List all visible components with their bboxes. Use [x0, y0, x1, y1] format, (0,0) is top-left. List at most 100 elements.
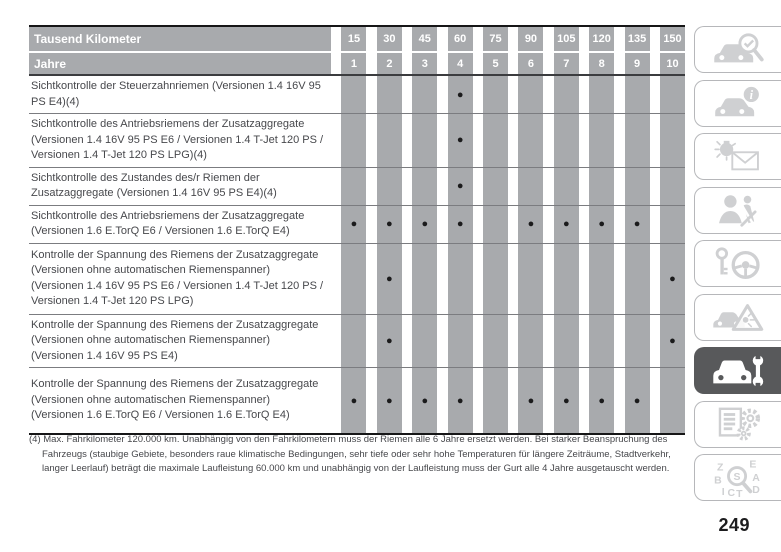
km-value: 90: [518, 27, 544, 51]
km-value: 105: [553, 27, 579, 51]
tab-service-maintenance[interactable]: [694, 347, 781, 394]
interval-cell: [589, 243, 615, 314]
interval-cell: [624, 76, 650, 113]
tab-dashboard-info[interactable]: i: [694, 79, 781, 127]
interval-cell: [412, 114, 438, 167]
interval-cell: [660, 167, 685, 205]
interval-cell: [660, 114, 685, 167]
interval-cell: [518, 167, 544, 205]
svg-text:I: I: [722, 487, 725, 498]
table-row: Sichtkontrolle der Steuerzahnriemen (Ver…: [29, 76, 685, 114]
interval-cell: [483, 167, 509, 205]
interval-cell: ●: [341, 205, 367, 243]
interval-cell: [447, 314, 473, 367]
interval-cell: ●: [412, 368, 438, 433]
table-header: Tausend Kilometer 15 30 45 60 75 90 105 …: [29, 27, 685, 76]
car-magnifier-icon: [709, 31, 767, 69]
interval-cell: [518, 114, 544, 167]
svg-text:A: A: [752, 472, 760, 483]
svg-text:i: i: [750, 88, 754, 102]
task-label: Kontrolle der Spannung des Riemens der Z…: [29, 243, 332, 314]
task-label: Sichtkontrolle des Zustandes des/r Rieme…: [29, 167, 332, 205]
table-row: Kontrolle der Spannung des Riemens der Z…: [29, 314, 685, 368]
interval-cell: [412, 314, 438, 367]
document-gears-icon: [709, 405, 767, 443]
svg-text:D: D: [752, 485, 760, 496]
interval-cell: [341, 76, 367, 113]
interval-cell: ●: [376, 243, 402, 314]
car-wrench-icon: [709, 352, 767, 390]
interval-cell: [589, 76, 615, 113]
km-value: 150: [660, 27, 685, 51]
car-warning-triangle-icon: [709, 298, 767, 336]
interval-cell: ●: [589, 368, 615, 433]
year-value: 1: [341, 53, 367, 74]
interval-cell: ●: [660, 243, 685, 314]
interval-cell: [518, 243, 544, 314]
task-label: Sichtkontrolle des Antriebsriemens der Z…: [29, 114, 332, 167]
km-value: 120: [589, 27, 615, 51]
interval-cell: [660, 76, 685, 113]
year-value: 10: [660, 53, 685, 74]
table-row: Kontrolle der Spannung des Riemens der Z…: [29, 243, 685, 315]
interval-cell: ●: [447, 76, 473, 113]
svg-text:C: C: [728, 488, 736, 498]
interval-cell: [518, 314, 544, 367]
seatbelt-person-icon: [709, 191, 767, 229]
years-header-label: Jahre: [29, 53, 332, 74]
interval-cell: ●: [412, 205, 438, 243]
km-header-label: Tausend Kilometer: [29, 27, 332, 51]
interval-cell: [624, 243, 650, 314]
interval-cell: [553, 76, 579, 113]
year-value: 7: [553, 53, 579, 74]
year-value: 9: [624, 53, 650, 74]
year-value: 6: [518, 53, 544, 74]
interval-cell: [376, 76, 402, 113]
year-value: 3: [412, 53, 438, 74]
years-header-row: Jahre 1 2 3 4 5 6 7 8 9 10: [29, 53, 685, 74]
interval-cell: ●: [376, 314, 402, 367]
interval-cell: ●: [447, 167, 473, 205]
tab-emergency[interactable]: [694, 293, 781, 341]
interval-cell: ●: [341, 368, 367, 433]
interval-cell: ●: [447, 368, 473, 433]
interval-cell: [412, 167, 438, 205]
km-value: 30: [376, 27, 402, 51]
interval-cell: ●: [447, 114, 473, 167]
tab-warning-lights[interactable]: [694, 133, 781, 180]
interval-cell: [553, 314, 579, 367]
tab-car-overview[interactable]: [694, 26, 781, 73]
interval-cell: [624, 114, 650, 167]
interval-cell: [483, 243, 509, 314]
interval-cell: [483, 314, 509, 367]
interval-cell: ●: [589, 205, 615, 243]
interval-cell: [553, 114, 579, 167]
interval-cell: [553, 167, 579, 205]
tab-safety[interactable]: [694, 186, 781, 234]
km-value: 45: [412, 27, 438, 51]
footnote-4: (4) Max. Fahrkilometer 120.000 km. Unabh…: [29, 434, 671, 474]
interval-cell: [412, 243, 438, 314]
interval-cell: [483, 76, 509, 113]
interval-cell: [483, 114, 509, 167]
tab-starting-driving[interactable]: [694, 240, 781, 287]
bulb-envelope-icon: [709, 138, 767, 176]
interval-cell: ●: [624, 368, 650, 433]
interval-cell: [376, 114, 402, 167]
km-value: 135: [624, 27, 650, 51]
year-value: 4: [447, 53, 473, 74]
svg-text:Z: Z: [717, 462, 724, 473]
interval-cell: [483, 205, 509, 243]
km-value: 60: [447, 27, 473, 51]
interval-cell: [376, 167, 402, 205]
table-row: Sichtkontrolle des Antriebsriemens der Z…: [29, 205, 685, 244]
svg-text:S: S: [734, 471, 741, 482]
interval-cell: [341, 167, 367, 205]
year-value: 8: [589, 53, 615, 74]
km-header-row: Tausend Kilometer 15 30 45 60 75 90 105 …: [29, 27, 685, 51]
page-number: 249: [718, 515, 750, 535]
interval-cell: ●: [447, 205, 473, 243]
interval-cell: [624, 314, 650, 367]
tab-technical-data[interactable]: [694, 400, 781, 448]
